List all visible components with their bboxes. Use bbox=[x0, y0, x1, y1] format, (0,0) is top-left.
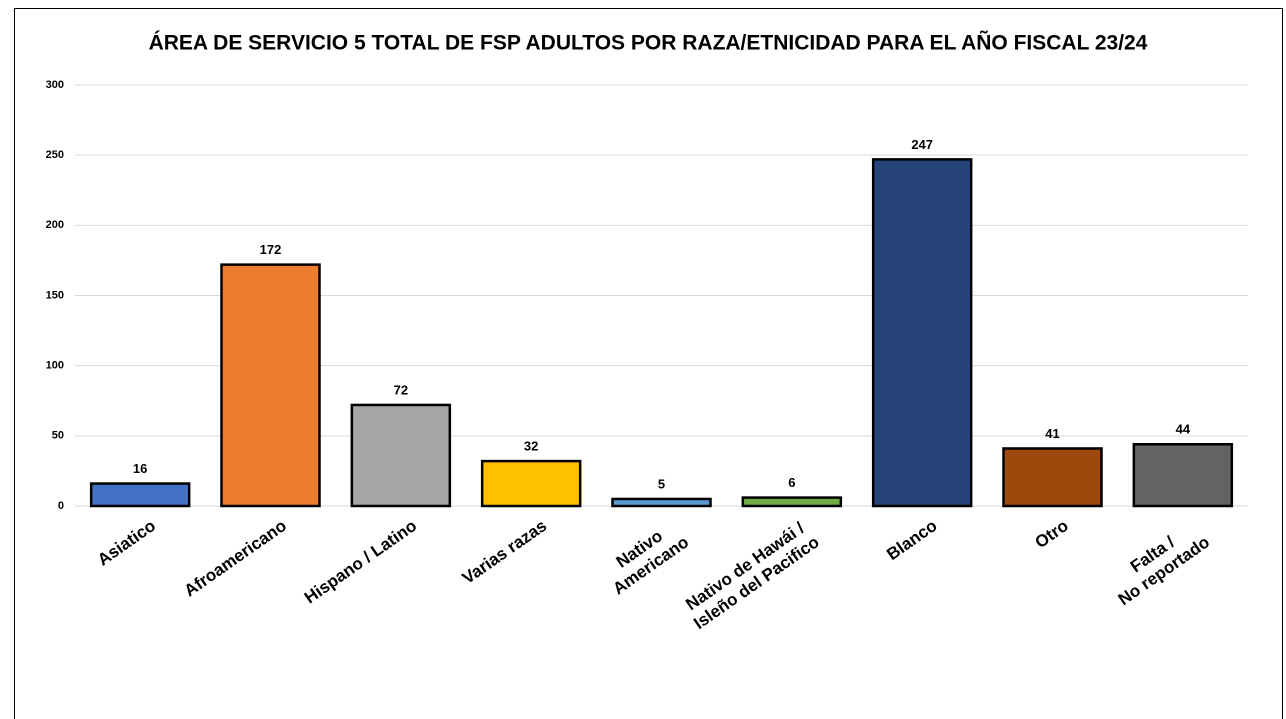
chart-border bbox=[14, 8, 1283, 719]
y-tick-label: 200 bbox=[46, 219, 64, 231]
y-tick-label: 0 bbox=[58, 500, 64, 512]
bar bbox=[89, 482, 191, 508]
data-label: 6 bbox=[788, 475, 795, 490]
data-label: 41 bbox=[1045, 426, 1059, 441]
bar bbox=[1002, 447, 1103, 508]
data-label: 32 bbox=[524, 439, 538, 454]
data-label: 72 bbox=[394, 382, 408, 397]
data-label: 5 bbox=[658, 476, 665, 491]
data-label: 44 bbox=[1176, 422, 1191, 437]
bar bbox=[350, 403, 452, 508]
chart-title: ÁREA DE SERVICIO 5 TOTAL DE FSP ADULTOS … bbox=[149, 32, 1148, 55]
data-label: 16 bbox=[133, 461, 147, 476]
bar bbox=[220, 263, 321, 508]
y-tick-label: 100 bbox=[46, 360, 64, 372]
bar bbox=[611, 497, 712, 508]
y-tick-label: 50 bbox=[52, 430, 64, 442]
data-label: 247 bbox=[911, 137, 933, 152]
data-label: 172 bbox=[260, 242, 282, 257]
bar bbox=[1132, 443, 1234, 508]
bar bbox=[741, 496, 843, 508]
bar bbox=[871, 158, 973, 508]
y-tick-label: 300 bbox=[46, 79, 64, 91]
y-tick-label: 150 bbox=[46, 289, 64, 301]
bar bbox=[480, 459, 582, 508]
y-tick-label: 250 bbox=[46, 149, 64, 161]
